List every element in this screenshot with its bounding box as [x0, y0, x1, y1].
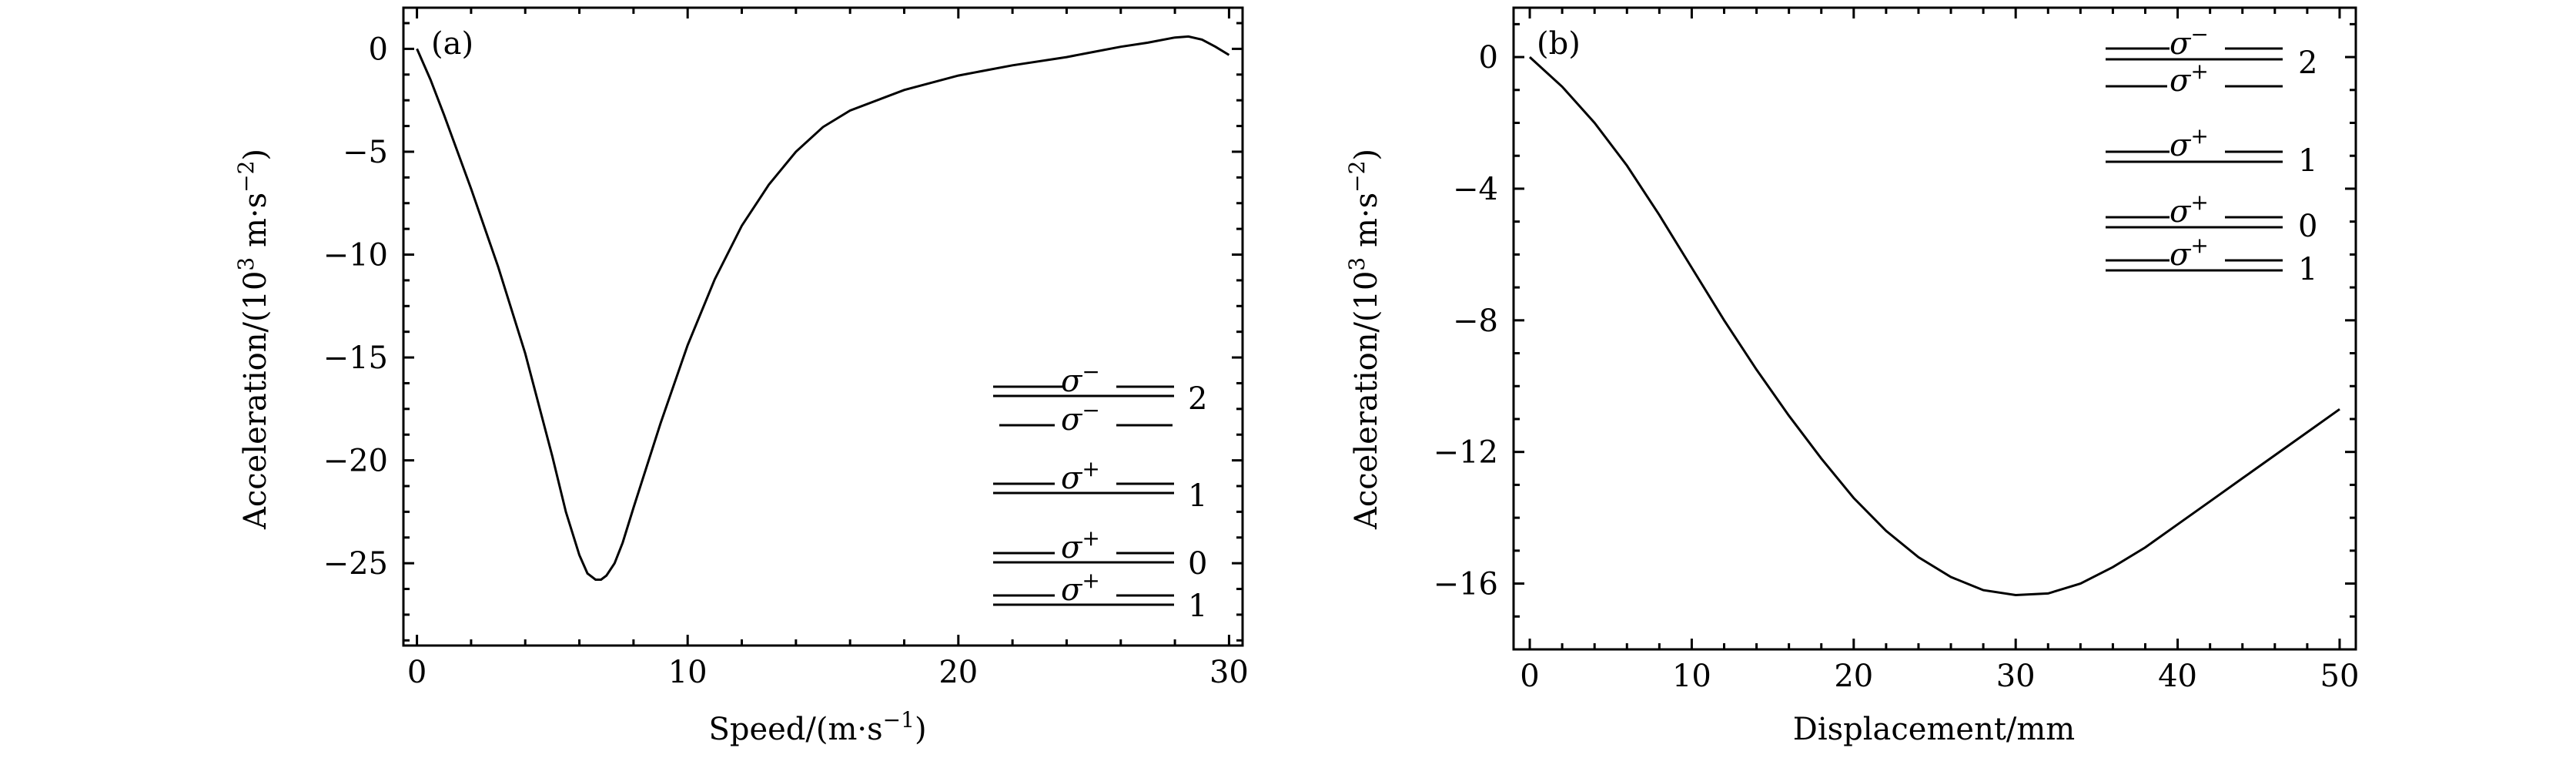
- legend-symbol: σ+: [2170, 59, 2209, 99]
- panel-a: (a) 0 10 20 30 0−5−10−15−20−25 Speed/(m·s−1…: [233, 6, 1249, 747]
- legend-symbol: σ−: [1061, 359, 1100, 399]
- x-axis-label-a: Speed/(m·s−1): [708, 707, 926, 747]
- legend-symbol: σ+: [1061, 525, 1100, 565]
- series-line-b: [1528, 55, 2340, 597]
- legend-symbol: σ−: [1061, 397, 1100, 438]
- panel-label-b: (b): [1537, 26, 1581, 62]
- x-tick-label: 20: [938, 655, 978, 690]
- y-tick-label: 0: [369, 32, 388, 67]
- y-tick-label: −12: [1434, 435, 1498, 471]
- x-tick-label: 0: [407, 655, 427, 690]
- legend-item-a-level-1b: σ+ 1: [993, 568, 1207, 624]
- legend-symbol: σ+: [2170, 233, 2209, 273]
- y-tick-label: −4: [1453, 172, 1498, 207]
- legend-item-b-level-1b: σ+ 1: [2106, 233, 2317, 287]
- y-tick-label: −5: [343, 135, 388, 170]
- plot-frame-a: [402, 6, 1244, 647]
- legend-b: σ− 2 σ+ σ+ 1 σ+ 0: [2106, 22, 2317, 287]
- panel-b: (b) 0 10 20 30 40 50 0−4−8−12−16 Displacement…: [1344, 6, 2359, 747]
- legend-item-b-level-2: σ− 2 σ+: [2106, 22, 2317, 99]
- legend-level: 1: [2298, 252, 2317, 287]
- x-tick-label: 20: [1834, 659, 1873, 694]
- legend-level: 2: [2298, 45, 2317, 81]
- legend-level: 0: [2298, 209, 2317, 244]
- y-axis-label-b: Acceleration/(103 m·s−2): [1344, 149, 1384, 530]
- x-tick-label: 10: [1672, 659, 1711, 694]
- legend-level: 0: [1188, 546, 1207, 582]
- x-axis-label-b: Displacement/mm: [1793, 712, 2075, 747]
- y-tick-label: −25: [323, 546, 388, 582]
- legend-item-a-level-1: σ+ 1: [993, 456, 1207, 514]
- x-tick-label: 0: [1520, 659, 1539, 694]
- y-axis-b: 0 −4 −8 −12 −16: [1434, 22, 2356, 651]
- y-axis-label-a: Acceleration/(103 m·s−2): [233, 149, 273, 530]
- y-tick-label: −8: [1453, 304, 1498, 339]
- x-tick-label: 30: [1996, 659, 2036, 694]
- y-tick-label: −15: [323, 340, 388, 376]
- legend-item-b-level-0: σ+ 0: [2106, 190, 2317, 244]
- legend-item-a-level-2: σ− 2 σ−: [993, 359, 1207, 438]
- panel-label-a: (a): [431, 26, 473, 62]
- legend-level: 2: [1188, 381, 1207, 417]
- legend-item-a-level-0: σ+ 0: [993, 525, 1207, 582]
- series-line-a: [416, 35, 1230, 581]
- legend-symbol: σ+: [1061, 568, 1100, 608]
- y-tick-label: −20: [323, 444, 388, 479]
- y-tick-label: −16: [1434, 567, 1498, 602]
- x-tick-label: 50: [2320, 659, 2360, 694]
- legend-symbol: σ+: [1061, 456, 1100, 496]
- y-tick-label: −10: [323, 238, 388, 273]
- x-tick-label: 30: [1209, 655, 1249, 690]
- x-tick-label: 40: [2158, 659, 2197, 694]
- x-axis-a: 0 10 20 30: [407, 8, 1249, 690]
- legend-level: 1: [2298, 143, 2317, 179]
- y-tick-label: 0: [1479, 40, 1498, 75]
- legend-symbol: σ+: [2170, 123, 2209, 163]
- x-axis-b: 0 10 20 30 40 50: [1520, 8, 2359, 694]
- legend-level: 1: [1188, 478, 1207, 514]
- x-tick-label: 10: [668, 655, 708, 690]
- legend-item-b-level-1: σ+ 1: [2106, 123, 2317, 179]
- legend-symbol: σ+: [2170, 190, 2209, 230]
- y-axis-a: 0 −5 −10 −15 −20 −25: [323, 22, 1243, 642]
- legend-level: 1: [1188, 589, 1207, 624]
- legend-symbol: σ−: [2170, 22, 2209, 62]
- legend-a: σ− 2 σ− σ+ 1 σ+ 0: [993, 359, 1207, 624]
- plot-frame-b: [1512, 6, 2357, 651]
